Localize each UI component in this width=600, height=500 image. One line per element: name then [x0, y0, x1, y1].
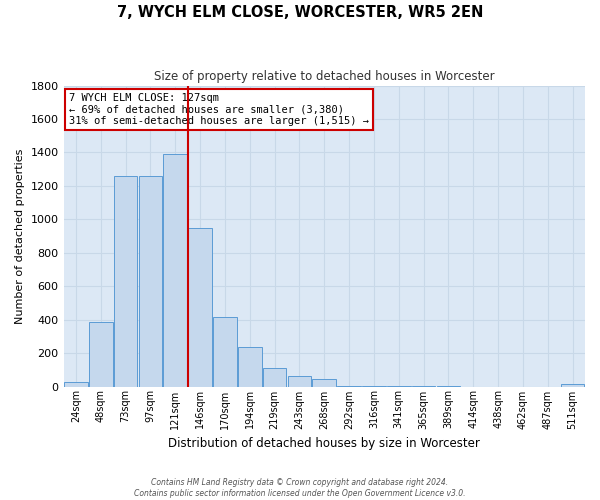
Bar	[114, 176, 137, 386]
Text: 7 WYCH ELM CLOSE: 127sqm
← 69% of detached houses are smaller (3,380)
31% of sem: 7 WYCH ELM CLOSE: 127sqm ← 69% of detach…	[69, 93, 369, 126]
Bar	[213, 317, 237, 386]
Text: Contains HM Land Registry data © Crown copyright and database right 2024.
Contai: Contains HM Land Registry data © Crown c…	[134, 478, 466, 498]
Bar	[287, 376, 311, 386]
Bar	[188, 228, 212, 386]
Bar	[89, 322, 113, 386]
Bar	[139, 176, 162, 386]
Title: Size of property relative to detached houses in Worcester: Size of property relative to detached ho…	[154, 70, 494, 83]
Bar	[561, 384, 584, 386]
Bar	[163, 154, 187, 386]
Bar	[238, 347, 262, 387]
Bar	[64, 382, 88, 386]
Y-axis label: Number of detached properties: Number of detached properties	[15, 148, 25, 324]
Bar	[263, 368, 286, 386]
Text: 7, WYCH ELM CLOSE, WORCESTER, WR5 2EN: 7, WYCH ELM CLOSE, WORCESTER, WR5 2EN	[117, 5, 483, 20]
X-axis label: Distribution of detached houses by size in Worcester: Distribution of detached houses by size …	[169, 437, 480, 450]
Bar	[313, 379, 336, 386]
